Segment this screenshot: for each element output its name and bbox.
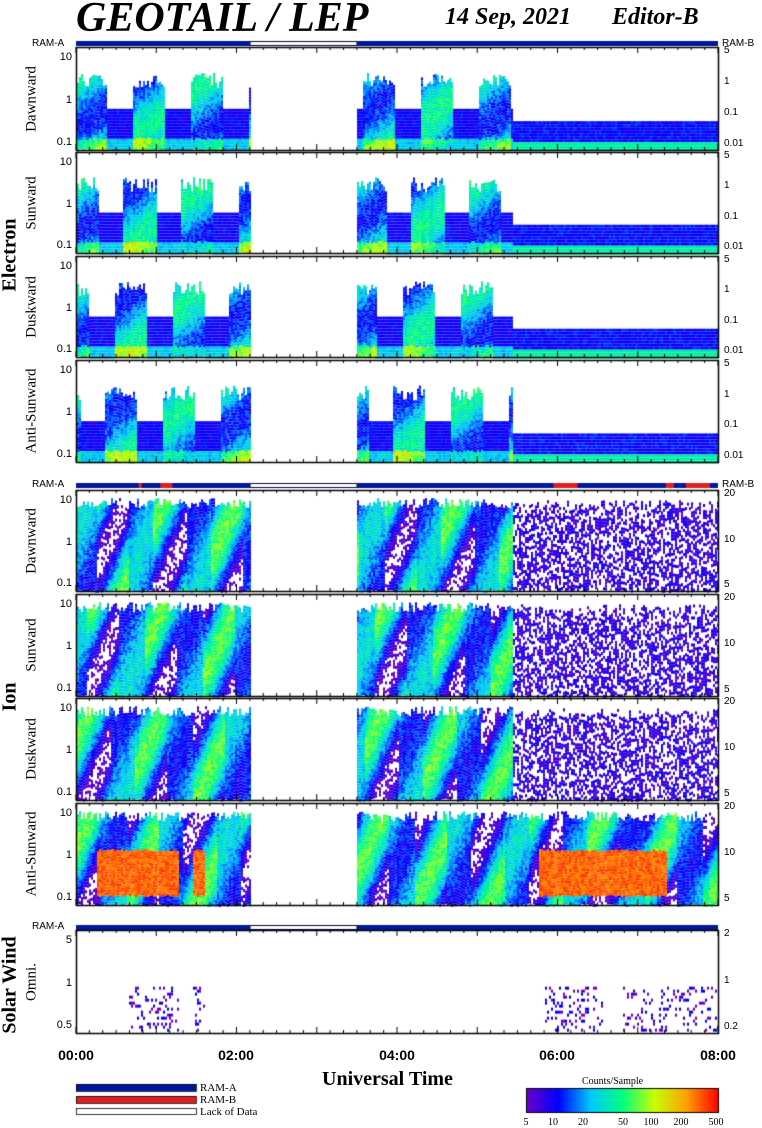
y-tick-left-4-2: 0.1: [56, 577, 72, 589]
group-label-solar-wind: Solar Wind: [0, 936, 21, 1034]
y-tick-right-6-1: 10: [724, 742, 736, 753]
y-tick-left-1-1: 1: [65, 197, 72, 210]
legend-ram-b: RAM-B: [200, 1094, 237, 1106]
y-tick-left-2-2: 0.1: [56, 343, 72, 355]
y-tick-left-5-1: 1: [65, 640, 72, 652]
legend-lack-of-data: Lack of Data: [200, 1106, 258, 1118]
panel-label-1: Sunward: [23, 175, 40, 230]
y-tick-right-5-1: 10: [724, 638, 736, 649]
panel-label-8: Omni.: [23, 962, 40, 1001]
group-label-electron: Electron: [0, 218, 21, 292]
colorbar-tick-50: 50: [618, 1117, 628, 1128]
y-tick-right-7-0: 20: [724, 801, 736, 812]
y-tick-left-7-1: 1: [65, 849, 72, 861]
x-axis-label: Universal Time: [322, 1068, 453, 1090]
y-tick-left-1-0: 10: [59, 156, 72, 168]
panel-label-0: Dawnward: [23, 65, 40, 132]
y-tick-right-1-1: 1: [724, 180, 730, 192]
y-tick-left-1-2: 0.1: [56, 239, 72, 251]
y-tick-left-3-1: 1: [65, 406, 72, 418]
y-tick-left-6-1: 1: [65, 744, 72, 756]
y-tick-right-4-2: 5: [724, 579, 730, 590]
y-tick-right-5-2: 5: [724, 684, 730, 695]
legend-ram-a: RAM-A: [200, 1082, 237, 1094]
date-label: 14 Sep, 2021: [445, 4, 571, 30]
ram-b-label-ion: RAM-B: [722, 479, 755, 490]
y-tick-right-8-1: 1: [724, 974, 730, 986]
y-tick-left-3-0: 10: [59, 364, 72, 376]
y-tick-right-6-2: 5: [724, 788, 730, 799]
y-tick-right-1-2: 0.1: [724, 210, 738, 222]
y-tick-right-2-0: 5: [724, 254, 730, 265]
panel-label-3: Anti-Sunward: [23, 368, 40, 454]
y-tick-right-0-2: 0.1: [724, 107, 738, 118]
y-tick-right-5-0: 20: [724, 592, 736, 603]
y-tick-left-0-1: 1: [65, 93, 72, 106]
y-tick-left-4-1: 1: [65, 535, 72, 548]
y-tick-left-6-2: 0.1: [56, 786, 72, 798]
colorbar-title: Counts/Sample: [582, 1076, 644, 1087]
y-tick-left-0-2: 0.1: [56, 136, 72, 148]
y-tick-right-6-0: 20: [724, 696, 736, 707]
y-tick-left-8-2: 0.5: [56, 1019, 72, 1031]
panel-label-7: Anti-Sunward: [23, 811, 40, 897]
x-tick-4: 08:00: [700, 1047, 736, 1063]
y-tick-right-0-3: 0.01: [724, 138, 744, 149]
y-tick-right-8-0: 2: [724, 928, 730, 939]
y-tick-right-3-2: 0.1: [724, 419, 738, 431]
y-tick-right-8-2: 0.2: [724, 1021, 738, 1032]
y-tick-right-7-1: 10: [724, 847, 736, 858]
x-tick-2: 04:00: [379, 1047, 415, 1063]
y-tick-right-4-0: 20: [724, 488, 736, 499]
y-tick-right-7-2: 5: [724, 893, 730, 904]
y-tick-left-4-0: 10: [59, 494, 72, 506]
y-tick-left-6-0: 10: [59, 702, 72, 714]
editor-label: Editor-B: [612, 4, 699, 30]
colorbar-tick-20: 20: [578, 1117, 588, 1128]
colorbar-tick-500: 500: [708, 1117, 724, 1128]
y-tick-right-3-3: 0.01: [724, 450, 744, 461]
y-tick-left-2-0: 10: [59, 260, 72, 272]
y-tick-left-8-0: 5: [65, 934, 72, 946]
x-tick-3: 06:00: [539, 1047, 575, 1063]
page-title: GEOTAIL / LEP: [76, 0, 369, 41]
y-tick-right-2-3: 0.01: [724, 345, 744, 356]
y-tick-right-3-0: 5: [724, 358, 730, 369]
panel-label-4: Dawnward: [23, 507, 40, 574]
panel-label-5: Sunward: [23, 618, 40, 672]
y-tick-right-1-3: 0.01: [724, 241, 744, 252]
y-tick-left-7-0: 10: [59, 807, 72, 819]
y-tick-right-1-0: 5: [724, 150, 730, 161]
ram-a-label-electron: RAM-A: [32, 38, 65, 49]
y-tick-left-2-1: 1: [65, 301, 72, 314]
colorbar-tick-100: 100: [643, 1117, 659, 1128]
ram-a-label-sw: RAM-A: [32, 921, 65, 932]
panel-label-6: Duskward: [23, 718, 40, 780]
y-tick-left-5-0: 10: [59, 598, 72, 610]
y-tick-right-3-1: 1: [724, 388, 730, 400]
ram-a-label-ion: RAM-A: [32, 479, 65, 490]
ram-b-label-electron: RAM-B: [722, 38, 755, 49]
y-tick-right-2-1: 1: [724, 284, 730, 296]
y-tick-left-7-2: 0.1: [56, 891, 72, 903]
colorbar-tick-200: 200: [673, 1117, 689, 1128]
y-tick-right-2-2: 0.1: [724, 314, 738, 326]
y-tick-right-4-1: 10: [724, 533, 736, 545]
x-tick-0: 00:00: [58, 1047, 94, 1063]
y-tick-right-0-1: 1: [724, 76, 730, 87]
colorbar-tick-5: 5: [523, 1117, 529, 1128]
colorbar-tick-10: 10: [548, 1117, 558, 1128]
y-tick-left-5-2: 0.1: [56, 682, 72, 694]
y-tick-left-8-1: 1: [65, 976, 72, 989]
panel-label-2: Duskward: [23, 275, 40, 338]
y-tick-left-0-0: 10: [59, 51, 72, 63]
x-tick-1: 02:00: [218, 1047, 254, 1063]
y-tick-right-0-0: 5: [724, 45, 730, 56]
group-label-ion: Ion: [0, 682, 21, 712]
y-tick-left-3-2: 0.1: [56, 448, 72, 460]
